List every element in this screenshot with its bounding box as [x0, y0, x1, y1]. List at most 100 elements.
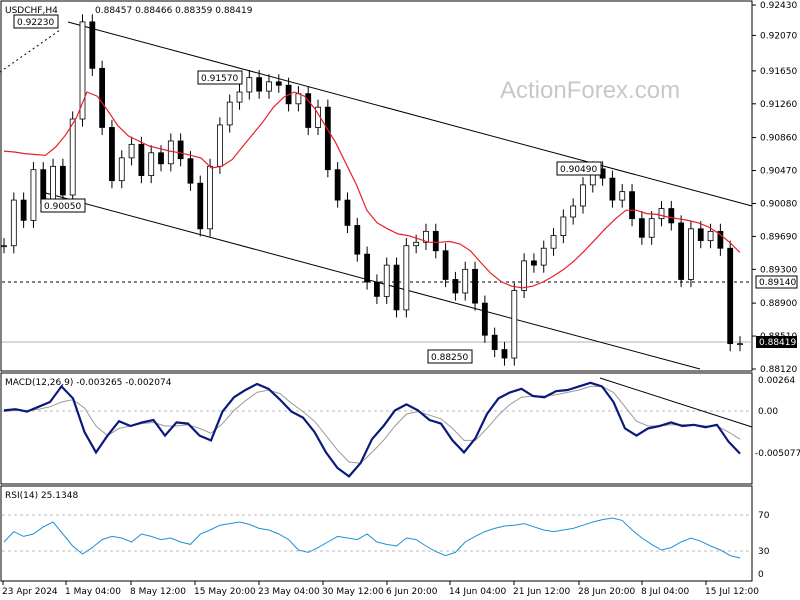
- time-x-axis: 23 Apr 2024 1 May 04:00 8 May 12:00 15 May …: [2, 581, 759, 597]
- price-y-tick-label: 0.92430: [760, 1, 797, 11]
- candle-body: [50, 165, 56, 204]
- candle-body: [423, 230, 429, 243]
- candle-body: [1, 245, 7, 248]
- support-level-tag-text: 0.89140: [759, 278, 796, 288]
- rsi-tick-70: 70: [758, 511, 770, 521]
- candle-body: [148, 152, 155, 176]
- price-label-high-box: [13, 14, 59, 29]
- candle-body: [216, 124, 223, 167]
- price-y-tick-label: 0.88900: [760, 299, 797, 309]
- channel-lower-line: [41, 191, 701, 370]
- price-series: [1, 14, 743, 366]
- price-label-low-2: 0.88250: [427, 349, 473, 364]
- candle-body: [452, 279, 459, 294]
- x-tick-label: 14 Jun 04:00: [449, 587, 506, 597]
- candle-body: [403, 245, 410, 311]
- candle-body: [118, 157, 125, 182]
- candle-body: [472, 268, 478, 304]
- price-label-mid-high-box: [197, 70, 243, 85]
- support-level-tag: 0.89140: [755, 275, 798, 289]
- candle-body: [697, 228, 704, 242]
- candle-body: [737, 343, 743, 346]
- candle-body: [59, 165, 66, 196]
- rsi-tick-30: 30: [758, 547, 770, 557]
- candle-body: [10, 199, 17, 247]
- candle-body: [462, 268, 469, 294]
- candle-body: [275, 81, 282, 86]
- candle-body: [344, 199, 351, 226]
- candle-body: [79, 21, 86, 120]
- x-tick-label: 28 Jun 20:00: [578, 587, 635, 597]
- price-y-tick-label: 0.89300: [760, 265, 797, 275]
- macd-title: MACD(12,26,9) -0.003265 -0.002074: [5, 378, 172, 388]
- support-level-tag-box: [755, 275, 798, 289]
- price-panel[interactable]: ActionForex.com USDCHF,H4 0.88457 0.8846…: [0, 0, 798, 375]
- rsi-line: [3, 517, 741, 559]
- x-tick-label: 15 Jul 12:00: [705, 587, 759, 597]
- candle-body: [658, 208, 665, 220]
- candle-body: [295, 93, 302, 105]
- candle-body: [128, 143, 135, 159]
- candle-body: [20, 199, 27, 221]
- candle-body: [540, 247, 547, 266]
- price-label-high: 0.92230: [13, 14, 59, 29]
- candle-body: [69, 118, 76, 196]
- candle-body: [187, 158, 194, 184]
- current-price-tag: 0.88419: [756, 336, 797, 348]
- price-y-tick-label: 0.90860: [760, 134, 797, 144]
- x-tick-label: 8 Jul 04:00: [641, 587, 690, 597]
- rsi-title: RSI(14) 25.1348: [5, 491, 78, 501]
- candle-body: [266, 81, 272, 92]
- candle-body: [648, 218, 655, 238]
- x-tick-label: 21 Jun 12:00: [513, 587, 570, 597]
- price-label-low-1: 0.90050: [40, 198, 86, 213]
- symbol-header: USDCHF,H4: [5, 6, 58, 16]
- channel-left-dotted-line: [0, 29, 61, 73]
- moving-average-line: [3, 91, 741, 289]
- candle-body: [374, 281, 380, 297]
- candle-body: [678, 222, 685, 280]
- rsi-panel[interactable]: RSI(14) 25.1348 70 30 0: [0, 485, 770, 582]
- current-price-tag-text: 0.88419: [759, 338, 796, 348]
- candle-body: [629, 191, 635, 220]
- x-tick-label: 23 May 04:00: [258, 587, 320, 597]
- macd-panel[interactable]: MACD(12,26,9) -0.003265 -0.002074 0.0026…: [0, 372, 800, 485]
- candle-body: [305, 93, 312, 128]
- price-label-low-1-text: 0.90050: [44, 202, 81, 212]
- candle-body: [99, 67, 106, 128]
- price-label-mid-high: 0.91570: [197, 70, 243, 85]
- candle-body: [138, 143, 145, 176]
- candle-body: [89, 21, 96, 69]
- macd-line: [3, 381, 741, 478]
- price-y-tick-label: 0.90080: [760, 199, 797, 209]
- price-y-tick-label: 0.89690: [760, 232, 797, 242]
- price-label-mid-high-2-box: [556, 161, 602, 176]
- candle-body: [256, 77, 263, 92]
- candle-body: [432, 230, 439, 252]
- price-y-tick-label: 0.88120: [760, 365, 797, 375]
- candle-body: [688, 228, 694, 280]
- price-label-high-text: 0.92230: [17, 18, 54, 28]
- candle-body: [393, 264, 400, 311]
- price-y-tick-label: 0.91650: [760, 67, 797, 77]
- candle-body: [521, 260, 528, 291]
- candle-body: [609, 177, 616, 201]
- current-price-tag-box: [756, 336, 797, 348]
- candle-body: [707, 230, 714, 242]
- macd-tick-top: 0.00264: [758, 376, 795, 386]
- candle-body: [354, 225, 361, 255]
- macd-tick-zero: 0.00: [758, 407, 778, 417]
- candle-body: [491, 334, 498, 350]
- price-label-mid-high-2-text: 0.90490: [560, 165, 597, 175]
- x-tick-label: 30 May 12:00: [322, 587, 384, 597]
- candle-body: [197, 182, 204, 230]
- candle-body: [442, 250, 449, 280]
- candle-body: [531, 260, 537, 266]
- candle-body: [158, 152, 164, 165]
- candle-body: [334, 169, 341, 201]
- candle-body: [40, 169, 47, 204]
- x-tick-label: 1 May 04:00: [65, 587, 121, 597]
- price-panel-frame: [0, 0, 753, 372]
- price-y-tick-label: 0.92070: [760, 31, 797, 41]
